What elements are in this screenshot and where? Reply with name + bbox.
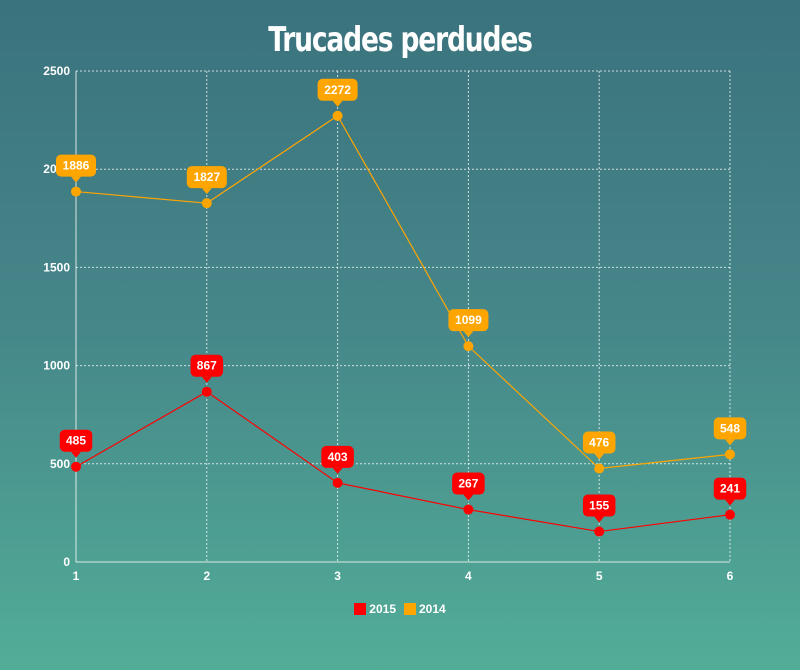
data-label-bubble-2014 xyxy=(317,78,358,101)
data-label-pointer-2014 xyxy=(725,439,735,446)
legend-item-2015[interactable]: 2015 xyxy=(354,602,396,616)
data-label-pointer-2014 xyxy=(71,176,81,183)
data-label-bubble-2015 xyxy=(452,472,485,495)
data-label-pointer-2015 xyxy=(463,494,474,501)
y-tick-label: 2500 xyxy=(43,64,70,78)
data-point-2014 xyxy=(201,198,212,209)
data-label-pointer-2015 xyxy=(332,467,343,474)
data-label-bubble-2014 xyxy=(56,154,96,177)
y-tick-label: 1000 xyxy=(43,359,70,373)
x-tick-label: 1 xyxy=(73,569,80,583)
data-label-2014: 1827 xyxy=(193,170,220,184)
legend: 2015 2014 xyxy=(0,602,800,616)
data-label-bubble-2014 xyxy=(582,431,616,454)
data-point-2014 xyxy=(71,186,81,197)
legend-swatch-2015 xyxy=(354,603,367,615)
data-point-2015 xyxy=(725,509,735,520)
data-point-2015 xyxy=(332,477,343,488)
data-label-2014: 2272 xyxy=(324,83,351,97)
series-line-2015 xyxy=(75,391,731,533)
data-label-bubble-2014 xyxy=(448,309,489,332)
data-label-2015: 155 xyxy=(589,499,609,513)
data-label-bubble-2015 xyxy=(582,494,616,517)
data-point-2015 xyxy=(71,461,81,472)
data-label-bubble-2015 xyxy=(713,477,747,500)
data-point-2014 xyxy=(725,449,735,460)
data-label-bubble-2014 xyxy=(713,417,747,440)
y-tick-label: 0 xyxy=(63,555,70,569)
data-label-2015: 485 xyxy=(66,434,86,448)
x-tick-label: 4 xyxy=(465,569,472,583)
data-point-2014 xyxy=(332,110,343,121)
data-point-2015 xyxy=(201,386,212,397)
data-label-2014: 548 xyxy=(720,421,740,435)
x-tick-label: 5 xyxy=(596,569,603,583)
legend-item-2014[interactable]: 2014 xyxy=(404,602,446,616)
legend-swatch-2014 xyxy=(404,603,416,615)
data-label-pointer-2014 xyxy=(594,453,605,460)
data-label-2015: 403 xyxy=(328,450,348,464)
data-point-2015 xyxy=(463,504,474,515)
data-label-pointer-2014 xyxy=(332,100,343,107)
legend-label-2015: 2015 xyxy=(369,602,396,616)
legend-label-2014: 2014 xyxy=(419,602,446,616)
data-label-2014: 1099 xyxy=(455,313,482,327)
data-label-pointer-2014 xyxy=(463,331,474,338)
data-label-bubble-2014 xyxy=(186,166,227,189)
data-point-2014 xyxy=(463,341,474,352)
data-point-2014 xyxy=(594,463,605,474)
data-label-2015: 867 xyxy=(197,359,217,373)
data-label-2014: 476 xyxy=(589,436,609,450)
x-tick-label: 3 xyxy=(334,569,341,583)
data-label-bubble-2015 xyxy=(190,354,224,377)
data-label-pointer-2015 xyxy=(201,376,212,383)
data-label-bubble-2015 xyxy=(321,445,354,468)
y-tick-label: 1500 xyxy=(43,260,70,274)
data-label-pointer-2014 xyxy=(201,188,212,195)
data-label-pointer-2015 xyxy=(594,516,605,523)
data-label-2015: 241 xyxy=(720,482,740,496)
x-tick-label: 6 xyxy=(727,569,734,583)
data-point-2015 xyxy=(594,526,605,537)
data-label-bubble-2015 xyxy=(59,429,93,452)
data-label-2015: 267 xyxy=(458,477,478,491)
x-tick-label: 2 xyxy=(203,569,210,583)
series-line-2014 xyxy=(75,114,731,470)
data-label-pointer-2015 xyxy=(725,499,735,506)
data-label-pointer-2015 xyxy=(71,451,81,458)
data-label-2014: 1886 xyxy=(63,159,90,173)
chart-title: Trucades perdudes xyxy=(268,20,533,60)
y-tick-label: 500 xyxy=(50,457,70,471)
